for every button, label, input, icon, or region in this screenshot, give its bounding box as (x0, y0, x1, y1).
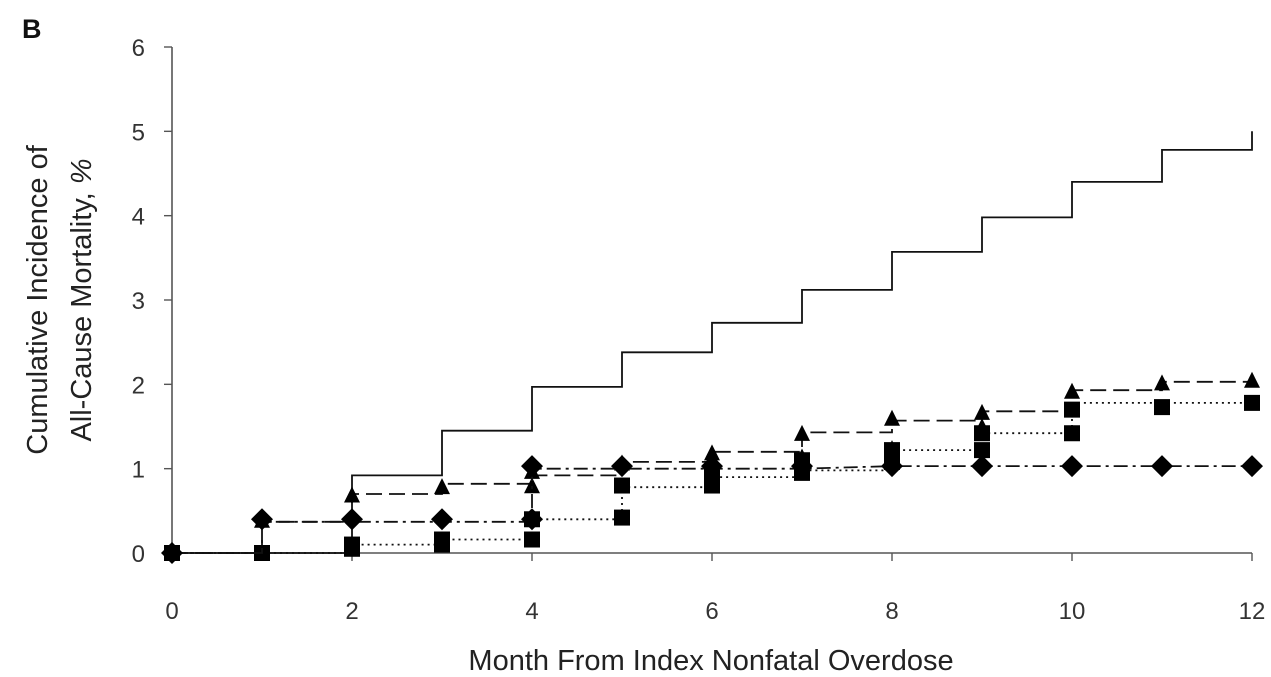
y-axis-title-line-1: Cumulative Incidence of (22, 144, 54, 454)
series-layer (161, 131, 1263, 564)
triangle-marker (794, 424, 810, 441)
diamond-marker (341, 508, 363, 531)
triangle-marker (1244, 371, 1260, 388)
y-axis-title-unit: % (66, 158, 98, 184)
square-marker (1064, 425, 1080, 442)
triangle-marker (524, 477, 540, 494)
triangle-marker (974, 403, 990, 420)
x-axis-title: Month From Index Nonfatal Overdose (468, 645, 953, 677)
y-tick-label: 4 (132, 204, 145, 231)
y-tick-label: 0 (132, 541, 145, 568)
diamond-marker (611, 455, 633, 478)
diamond-marker (521, 455, 543, 478)
square-marker (974, 425, 990, 442)
series-3 (164, 394, 1260, 561)
y-tick-label: 1 (132, 457, 145, 484)
diamond-marker (1061, 455, 1083, 478)
diamond-marker (521, 508, 543, 531)
square-marker (524, 531, 540, 548)
diamond-marker (791, 455, 813, 478)
square-marker (1064, 401, 1080, 418)
x-tick-label: 12 (1239, 598, 1266, 625)
y-tick-label: 6 (132, 35, 145, 62)
x-tick-label: 10 (1059, 598, 1086, 625)
y-axis-title-main: All-Cause Mortality, (66, 184, 98, 441)
square-marker (974, 442, 990, 459)
x-tick-label: 8 (885, 598, 898, 625)
triangle-marker (434, 478, 450, 495)
square-marker (884, 442, 900, 459)
triangle-marker (1154, 374, 1170, 391)
triangle-marker (344, 486, 360, 503)
diamond-marker (971, 455, 993, 478)
series-1-line (172, 131, 1253, 554)
square-marker (1244, 394, 1260, 411)
x-tick-label: 4 (525, 598, 538, 625)
series-1 (172, 131, 1253, 554)
square-marker (614, 477, 630, 494)
x-tick-label: 6 (705, 598, 718, 625)
triangle-marker (704, 444, 720, 461)
panel-label: B (22, 14, 42, 44)
diamond-marker (431, 508, 453, 531)
square-marker (704, 477, 720, 494)
square-marker (434, 531, 450, 548)
square-marker (1154, 399, 1170, 416)
diamond-marker (1151, 455, 1173, 478)
diamond-marker (1241, 455, 1263, 478)
diamond-marker (701, 455, 723, 478)
x-tick-label: 2 (345, 598, 358, 625)
y-tick-label: 5 (132, 119, 145, 146)
x-tick-label: 0 (165, 598, 178, 625)
diamond-marker (161, 542, 183, 564)
square-marker (344, 536, 360, 553)
triangle-marker (884, 409, 900, 426)
series-4 (161, 455, 1263, 564)
diamond-marker (251, 508, 273, 531)
y-axis-title-line-2: All-Cause Mortality, % (66, 158, 98, 441)
diamond-marker (881, 455, 903, 478)
triangle-marker (1064, 382, 1080, 399)
y-tick-label: 3 (132, 288, 145, 315)
y-axis-title: Cumulative Incidence of All-Cause Mortal… (22, 144, 98, 454)
y-tick-label: 2 (132, 372, 145, 399)
square-marker (614, 509, 630, 526)
